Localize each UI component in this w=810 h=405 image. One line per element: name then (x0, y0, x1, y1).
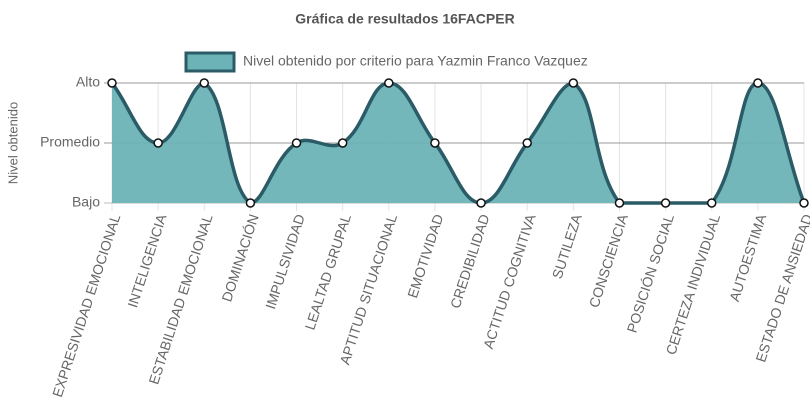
point (614, 198, 625, 208)
x-tick-label: EMOTIVIDAD (404, 212, 446, 300)
point (153, 138, 163, 148)
x-tick-label: AUTOESTIMA (726, 212, 769, 304)
x-tick-label: ACTITUD COGNITIVA (480, 212, 539, 351)
point (199, 78, 210, 88)
x-tick-label: DOMINACIÓN (218, 212, 261, 303)
x-tick-label: IMPULSIVIDAD (262, 212, 308, 311)
point (337, 138, 348, 148)
point (753, 78, 763, 88)
y-tick-label: Alto (76, 74, 100, 90)
x-tick-label: CERTEZA INDIVIDUAL (663, 212, 724, 357)
x-tick-label: LEALTAD GRUPAL (302, 212, 355, 332)
x-tick-label: SUTILEZA (549, 212, 585, 281)
chart-title: Gráfica de resultados 16FACPER (295, 11, 514, 27)
point (568, 78, 579, 88)
point (476, 198, 486, 208)
point (430, 138, 440, 148)
x-tick-label: INTELIGENCIA (124, 212, 169, 310)
legend-swatch (184, 51, 236, 73)
x-tick-label: CONSCIENCIA (586, 211, 631, 309)
x-tick-label: POSICIÓN SOCIAL (624, 212, 678, 335)
point (291, 138, 302, 148)
y-axis-label: Nivel obtenido (5, 102, 20, 184)
point (660, 198, 671, 208)
y-tick-label: Promedio (40, 134, 100, 150)
point (706, 198, 717, 208)
point (522, 138, 532, 148)
area (112, 83, 804, 203)
x-tick-label: EXPRESIVIDAD EMOCIONAL (49, 212, 123, 399)
legend-label: Nivel obtenido por criterio para Yazmin … (243, 53, 588, 69)
point (799, 198, 809, 208)
point (107, 78, 117, 88)
y-tick-label: Bajo (72, 194, 100, 210)
point (384, 78, 394, 88)
point (245, 198, 256, 208)
x-tick-label: CREDIBILIDAD (447, 212, 493, 310)
